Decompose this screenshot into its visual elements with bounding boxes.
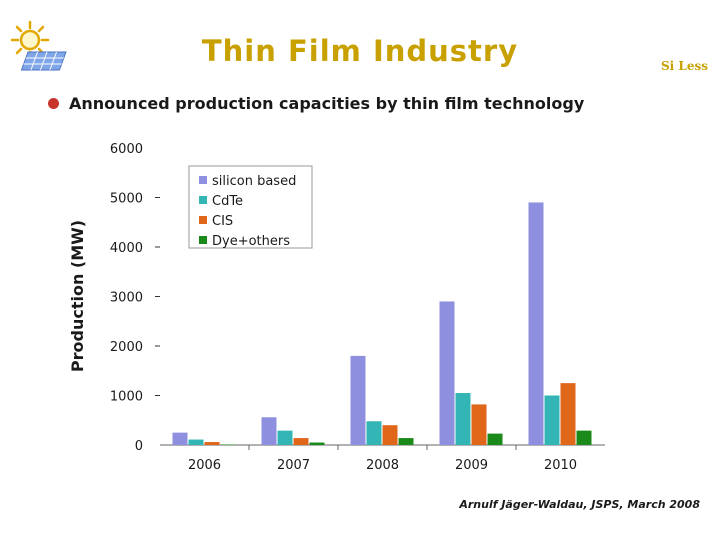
- bar-cdte-2010: [544, 395, 560, 445]
- bar-cis-2009: [471, 404, 487, 445]
- bar-dye-others-2010: [576, 430, 592, 445]
- legend-label: Dye+others: [212, 234, 290, 249]
- x-tick-label: 2006: [188, 458, 221, 473]
- bullet-point: Announced production capacities by thin …: [48, 94, 584, 113]
- bar-silicon-based-2007: [261, 417, 277, 445]
- bar-cdte-2009: [455, 393, 471, 445]
- bar-dye-others-2007: [309, 442, 325, 445]
- bar-cis-2008: [382, 425, 398, 445]
- citation: Arnulf Jäger-Waldau, JSPS, March 2008: [459, 498, 700, 511]
- legend-swatch: [199, 176, 207, 184]
- x-tick-label: 2009: [455, 458, 488, 473]
- bullet-text: Announced production capacities by thin …: [69, 94, 585, 113]
- x-tick-label: 2007: [277, 458, 310, 473]
- x-tick-label: 2010: [544, 458, 577, 473]
- sun-solar-panel-icon: [10, 20, 67, 71]
- bar-cis-2006: [204, 442, 220, 445]
- legend-swatch: [199, 216, 207, 224]
- legend-label: silicon based: [212, 174, 296, 189]
- bar-cdte-2008: [366, 421, 382, 445]
- y-tick-label: 4000: [110, 241, 143, 256]
- bar-silicon-based-2006: [172, 432, 188, 445]
- bar-dye-others-2008: [398, 438, 414, 445]
- y-tick-label: 0: [135, 439, 143, 454]
- bar-silicon-based-2009: [439, 301, 455, 445]
- bar-cdte-2007: [277, 430, 293, 445]
- brand-label: Si Less: [661, 59, 708, 73]
- legend-swatch: [199, 236, 207, 244]
- y-tick-label: 1000: [110, 390, 143, 405]
- bar-cis-2010: [560, 383, 576, 445]
- x-tick-label: 2008: [366, 458, 399, 473]
- bar-silicon-based-2008: [350, 355, 366, 445]
- y-tick-label: 5000: [110, 192, 143, 207]
- bar-dye-others-2009: [487, 433, 503, 445]
- slide-title: Thin Film Industry: [201, 34, 519, 68]
- bar-silicon-based-2010: [528, 202, 544, 445]
- y-tick-label: 2000: [110, 340, 143, 355]
- bar-cdte-2006: [188, 439, 204, 445]
- y-tick-label: 6000: [110, 142, 143, 157]
- legend-box: [188, 165, 313, 249]
- bullet-dot-icon: [48, 98, 59, 109]
- y-axis-label: Production (MW): [68, 220, 87, 372]
- y-tick-label: 3000: [110, 291, 143, 306]
- legend-label: CdTe: [212, 194, 243, 209]
- legend-label: CIS: [212, 214, 233, 229]
- legend-swatch: [199, 196, 207, 204]
- bar-cis-2007: [293, 438, 309, 445]
